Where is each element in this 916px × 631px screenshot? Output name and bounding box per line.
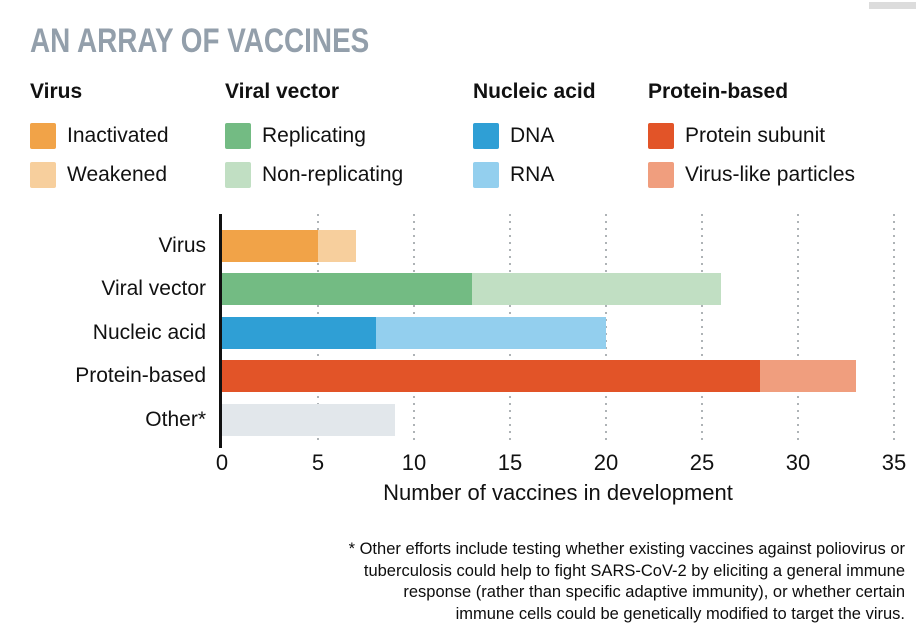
gridline — [701, 214, 703, 444]
legend-group-protein-based: Protein-based Protein subunit Virus-like p… — [648, 80, 855, 188]
legend-swatch-icon — [473, 162, 499, 188]
bar-segment-rna — [375, 317, 606, 349]
legend-item: DNA — [473, 123, 596, 149]
gridline — [893, 214, 895, 444]
footnote: * Other efforts include testing whether … — [348, 540, 905, 623]
bar-segment-other — [222, 404, 395, 436]
legend-swatch-icon — [225, 162, 251, 188]
legend-item-label: RNA — [510, 163, 555, 186]
legend-swatch-icon — [30, 162, 56, 188]
bar-protein-based — [222, 360, 856, 392]
bar-segment-protein-subunit — [222, 360, 760, 392]
legend-item-label: Protein subunit — [685, 124, 826, 147]
legend-item: Protein subunit — [648, 123, 855, 149]
page-title: AN ARRAY OF VACCINES — [30, 22, 370, 60]
x-tick-label: 30 — [785, 450, 811, 475]
x-tick-label: 10 — [401, 450, 427, 475]
bar-other- — [222, 404, 395, 436]
legend-item-label: Virus-like particles — [685, 163, 855, 186]
x-tick-label: 25 — [689, 450, 715, 475]
legend-item-label: Weakened — [67, 163, 168, 186]
legend-item-label: Replicating — [262, 124, 366, 147]
bar-segment-non-replicating — [471, 273, 722, 305]
bar-segment-dna — [222, 317, 376, 349]
x-tick-label: 15 — [497, 450, 523, 475]
legend-group-viral-vector: Viral vector Replicating Non-replicating — [225, 80, 403, 188]
category-label: Other* — [145, 408, 206, 431]
category-label: Nucleic acid — [92, 321, 206, 344]
bar-segment-inactivated — [222, 230, 318, 262]
legend-group-title: Viral vector — [225, 80, 340, 103]
bar-nucleic-acid — [222, 317, 606, 349]
gridline — [605, 214, 607, 444]
legend-group-nucleic-acid: Nucleic acid DNA RNA — [473, 80, 596, 188]
x-tick-label: 5 — [311, 450, 325, 475]
legend-item-label: Non-replicating — [262, 163, 404, 186]
legend-item-label: Inactivated — [67, 124, 169, 147]
legend-group-virus: Virus Inactivated Weakened — [30, 80, 169, 188]
legend-swatch-icon — [648, 123, 674, 149]
legend-swatch-icon — [225, 123, 251, 149]
legend-group-title: Protein-based — [648, 80, 789, 103]
bar-virus — [222, 230, 357, 262]
legend-item: Replicating — [225, 123, 403, 149]
category-label: Virus — [158, 234, 206, 257]
x-axis-title: Number of vaccines in development — [383, 480, 733, 505]
legend-swatch-icon — [648, 162, 674, 188]
bar-viral-vector — [222, 273, 722, 305]
legend-item: Inactivated — [30, 123, 169, 149]
legend-item: Weakened — [30, 162, 169, 188]
legend-item: Non-replicating — [225, 162, 403, 188]
x-tick-label: 0 — [215, 450, 229, 475]
legend-swatch-icon — [30, 123, 56, 149]
legend-item-label: DNA — [510, 124, 555, 147]
legend-item: Virus-like particles — [648, 162, 855, 188]
legend-swatch-icon — [473, 123, 499, 149]
bar-segment-virus-like-particles — [759, 360, 856, 392]
category-label: Protein-based — [75, 364, 206, 387]
legend-item: RNA — [473, 162, 596, 188]
top-right-crop-mark — [869, 2, 916, 9]
bar-segment-replicating — [222, 273, 472, 305]
bar-segment-weakened — [318, 230, 357, 262]
legend-group-title: Virus — [30, 80, 83, 103]
category-label: Viral vector — [101, 277, 206, 300]
x-tick-label: 35 — [881, 450, 907, 475]
gridline — [797, 214, 799, 444]
x-tick-label: 20 — [593, 450, 619, 475]
y-axis-line — [219, 214, 222, 448]
legend-group-title: Nucleic acid — [473, 80, 596, 103]
